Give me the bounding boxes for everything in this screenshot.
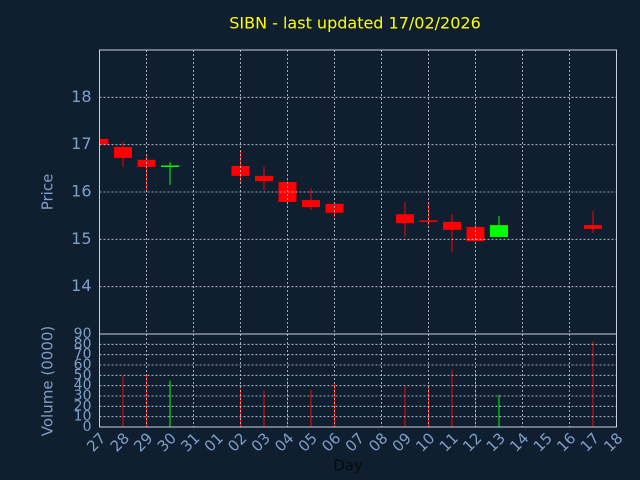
y-tick-label: 50 [74,367,92,383]
candle-body [114,147,132,158]
y-tick-label: 70 [74,347,92,363]
candle-body [302,200,320,208]
y-tick-label: 18 [71,87,91,106]
chart-title: SIBN - last updated 17/02/2026 [229,14,481,33]
y-tick-label: 14 [71,276,91,295]
candle-body [584,225,602,229]
y-tick-label: 40 [74,378,92,394]
y-tick-label: 20 [74,398,92,414]
candle-body [419,220,438,222]
y-tick-label: 17 [71,134,91,153]
x-axis-label: Day [333,457,363,475]
candle-body [255,175,273,182]
y-axis-label: Price [39,174,57,211]
y-axis-label: Volume (0000) [39,326,57,436]
y-tick-label: 60 [74,357,92,373]
candle-body [490,225,508,237]
y-tick-label: 15 [71,229,91,248]
candle-body [325,203,344,213]
y-tick-label: 16 [71,182,91,201]
y-tick-label: 80 [74,336,92,352]
candle-body [99,138,109,145]
plot-frame [99,333,617,428]
y-tick-label: 10 [74,409,92,425]
y-tick-label: 90 [74,326,92,342]
y-tick-label: 0 [83,419,92,435]
candle-body [396,214,414,224]
candle-body [161,165,179,167]
candle-body [443,221,461,230]
y-tick-label: 30 [74,388,92,404]
